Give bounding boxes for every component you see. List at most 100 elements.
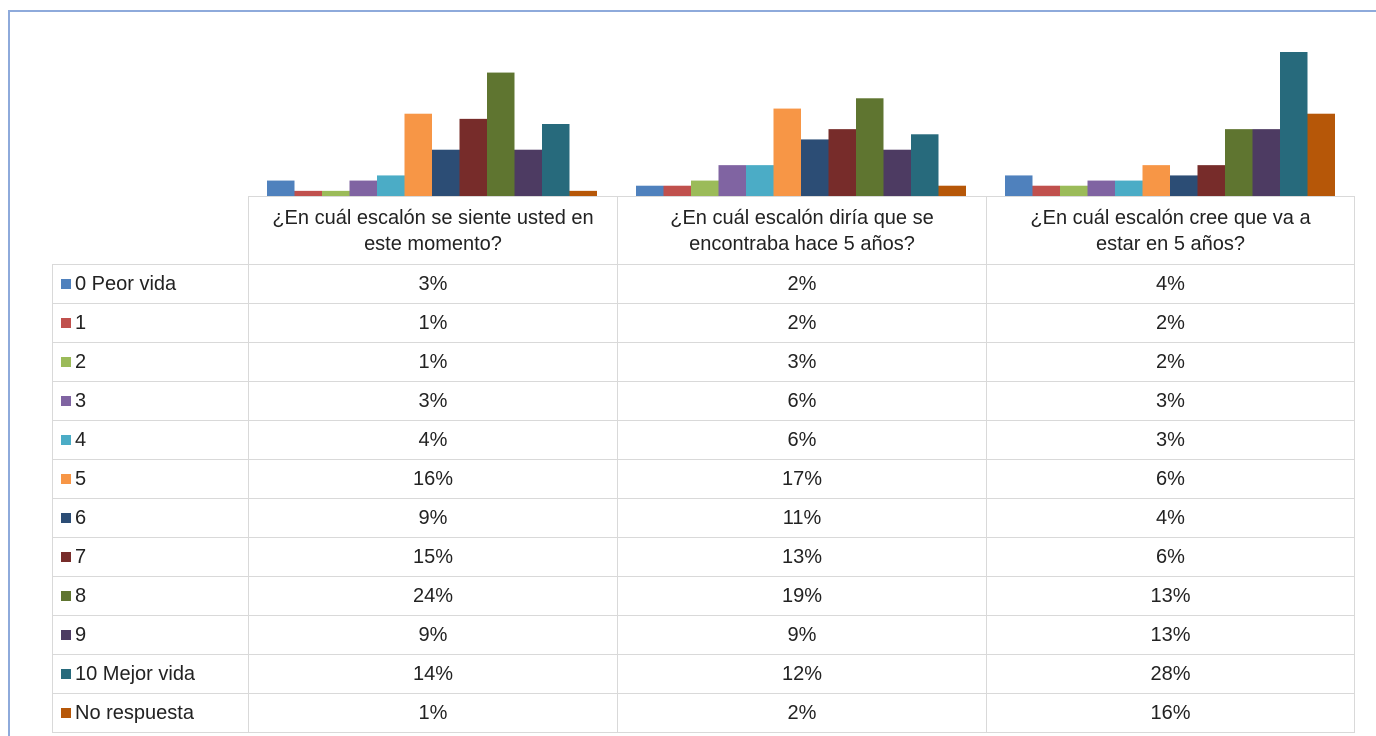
bar	[801, 139, 829, 196]
bar	[1280, 52, 1308, 196]
corner	[52, 196, 249, 265]
value-label: 13%	[617, 537, 987, 577]
bar	[938, 185, 966, 196]
value-label: 6%	[986, 537, 1355, 577]
bar	[1115, 180, 1143, 196]
bar	[322, 190, 350, 196]
data-row: 3 3% 6% 3%	[52, 381, 1355, 421]
value-label: 6%	[617, 420, 987, 460]
data-row: 0 Peor vida 3% 2% 4%	[52, 264, 1355, 304]
legend-swatch	[61, 278, 71, 289]
bar	[883, 149, 911, 196]
bar	[432, 149, 460, 196]
legend-swatch	[61, 512, 71, 523]
value-label: 28%	[986, 654, 1355, 694]
legend-swatch	[61, 395, 71, 406]
legend-swatch	[61, 317, 71, 328]
legend-entry: 5	[52, 459, 249, 499]
value-label: 3%	[248, 381, 618, 421]
bar	[1252, 129, 1280, 196]
value-label: 6%	[617, 381, 987, 421]
legend-entry: 6	[52, 498, 249, 538]
value-label: 2%	[986, 342, 1355, 382]
bar	[294, 190, 322, 196]
legend-label: 7	[75, 545, 87, 568]
bar	[487, 72, 515, 196]
bar	[856, 98, 884, 196]
data-row: 7 15% 13% 6%	[52, 537, 1355, 577]
bar	[1142, 165, 1170, 196]
bar	[404, 113, 432, 196]
legend-entry: No respuesta	[52, 693, 249, 733]
data-row: 9 9% 9% 13%	[52, 615, 1355, 655]
value-label: 2%	[617, 693, 987, 733]
value-label: 2%	[617, 264, 987, 304]
data-row: 8 24% 19% 13%	[52, 576, 1355, 616]
legend-swatch	[61, 629, 71, 640]
data-row: 2 1% 3% 2%	[52, 342, 1355, 382]
legend-label: 3	[75, 389, 87, 412]
value-label: 16%	[248, 459, 618, 499]
legend-label: 6	[75, 506, 87, 529]
legend-label: 5	[75, 467, 87, 490]
value-label: 4%	[986, 264, 1355, 304]
column-header: ¿En cuál escalón cree que va a estar en …	[986, 196, 1355, 265]
bar	[349, 180, 377, 196]
value-label: 16%	[986, 693, 1355, 733]
bar	[1170, 175, 1198, 196]
legend-label: 0 Peor vida	[75, 272, 177, 295]
value-label: 3%	[986, 381, 1355, 421]
legend-label: 10 Mejor vida	[75, 662, 196, 685]
value-label: 24%	[248, 576, 618, 616]
bar	[514, 149, 542, 196]
legend-swatch	[61, 551, 71, 562]
value-label: 3%	[248, 264, 618, 304]
legend-entry: 8	[52, 576, 249, 616]
value-label: 2%	[986, 303, 1355, 343]
frame	[8, 10, 1376, 736]
value-label: 9%	[248, 615, 618, 655]
value-label: 9%	[617, 615, 987, 655]
data-row: No respuesta 1% 2% 16%	[52, 693, 1355, 733]
legend-swatch	[61, 707, 71, 718]
value-label: 12%	[617, 654, 987, 694]
data-row: 6 9% 11% 4%	[52, 498, 1355, 538]
header-row: ¿En cuál escalón se siente usted en este…	[52, 196, 1355, 265]
legend-swatch	[61, 434, 71, 445]
bar	[1087, 180, 1115, 196]
data-row: 10 Mejor vida 14% 12% 28%	[52, 654, 1355, 694]
value-label: 4%	[986, 498, 1355, 538]
legend-entry: 10 Mejor vida	[52, 654, 249, 694]
bar	[746, 165, 774, 196]
data-row: 4 4% 6% 3%	[52, 420, 1355, 460]
column-header: ¿En cuál escalón se siente usted en este…	[248, 196, 618, 265]
value-label: 4%	[248, 420, 618, 460]
bar	[1032, 185, 1060, 196]
bar	[1225, 129, 1253, 196]
bar	[663, 185, 691, 196]
bar	[911, 134, 939, 196]
value-label: 2%	[617, 303, 987, 343]
value-label: 6%	[986, 459, 1355, 499]
value-label: 3%	[617, 342, 987, 382]
legend-label: 1	[75, 311, 87, 334]
bar	[1060, 185, 1088, 196]
legend-entry: 2	[52, 342, 249, 382]
bar	[1197, 165, 1225, 196]
data-table: ¿En cuál escalón se siente usted en este…	[52, 196, 1355, 733]
bars	[267, 52, 1335, 196]
value-label: 3%	[986, 420, 1355, 460]
legend-swatch	[61, 473, 71, 484]
bar	[773, 108, 801, 196]
bar	[1307, 113, 1335, 196]
bar	[267, 180, 295, 196]
legend-entry: 9	[52, 615, 249, 655]
column-header-text: ¿En cuál escalón se siente usted en este…	[272, 206, 594, 255]
legend-swatch	[61, 356, 71, 367]
value-label: 17%	[617, 459, 987, 499]
bar	[1005, 175, 1033, 196]
value-label: 1%	[248, 342, 618, 382]
legend-swatch	[61, 590, 71, 601]
value-label: 15%	[248, 537, 618, 577]
